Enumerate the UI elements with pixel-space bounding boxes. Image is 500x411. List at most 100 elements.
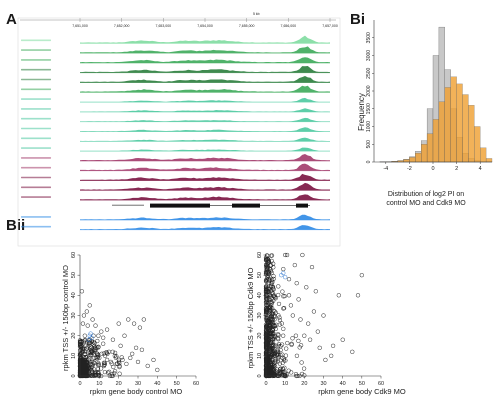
scatter-point [271,336,277,342]
scatter-x-tick-label: 30 [320,381,326,387]
scatter-point [264,277,269,282]
scatter-point [267,341,272,346]
track-label-mark [21,59,51,61]
scatter-y-tick-label: 40 [71,292,77,298]
scatter-point [264,279,269,284]
scatter-point [272,353,277,358]
scatter-point [97,355,102,361]
scatter-point [99,351,104,356]
gene-exon [150,203,210,208]
scatter-point [282,293,287,299]
scatter-point [293,333,299,338]
scatter-point [124,361,129,367]
track-label-mark [21,176,51,179]
browser-frame [17,17,341,247]
scatter-point [289,342,294,347]
scatter-point [84,368,89,373]
coord-label: 7,653,000 [156,24,172,28]
scatter-point [264,267,269,272]
scatter-point [264,354,269,359]
scatter-point [106,369,112,374]
track-label-mark [21,196,51,198]
scatter-point [122,333,127,338]
histogram-y-tick-label: 500 [366,140,372,149]
scatter-point [355,293,361,298]
track-label-mark [21,117,51,120]
scatter-point [269,318,274,323]
histogram-y-tick-label: 3500 [366,32,372,43]
scatter-point [155,367,160,373]
track-signal [80,35,330,44]
coord-label: 7,655,000 [239,24,255,28]
scatter-point [315,329,320,334]
scatter-x-tick-label: 30 [135,381,141,387]
scatter-cdk9-panel: 0 10 20 30 40 50 60 0 10 20 30 40 50 60 rpkm gene bod… [246,252,406,396]
scatter-point [329,353,334,358]
scatter-point [278,347,283,353]
scatter-point [264,351,269,356]
scatter-point [273,326,278,332]
scatter-point [81,313,87,318]
scatter-point [299,360,304,365]
scatter-point [93,323,98,328]
scatter-x-tick-label: 60 [378,381,384,387]
scatter-point [309,264,315,270]
scatter-point [130,351,135,356]
scatter-point [95,351,100,356]
scatter-point [96,363,101,368]
browser-coordinates: 7,651,000 7,652,000 7,653,000 7,654,000 7,65… [72,18,338,28]
scatter-x-tick-label: 60 [193,381,199,387]
track-label-mark [21,78,51,81]
scatter-point [296,338,301,344]
panel-letter-bi: Bi [350,11,365,28]
scatter-point [101,351,107,356]
scatter-point [99,329,104,334]
scatter-point [112,369,118,374]
scatter-point [269,270,274,275]
scatter-y-tick-label: 60 [71,252,77,258]
scatter-point [279,321,284,326]
track-label-mark [21,108,51,110]
scatter-y-tick-label: 30 [257,312,263,318]
scatter-point [88,350,93,355]
track-signal [80,76,330,83]
scatter-point [350,349,355,354]
scatter-point [272,323,277,328]
scatter-point [268,359,273,365]
scatter-point [86,337,91,342]
scatter-point [86,365,91,370]
scatter-point [85,350,91,355]
track-signal [80,154,330,162]
scatter-point [264,297,269,302]
scatter-point [304,285,309,290]
scatter-point [135,359,141,365]
scatter-point [79,289,85,294]
scatter-point [78,360,83,366]
scatter-point [276,301,282,307]
scatter-point [275,356,281,361]
scatter-point [271,265,276,270]
track-label-mark [21,88,51,91]
scatter-y-tick-label: 20 [71,333,77,339]
scatter-point [313,289,318,294]
scatter-point [78,364,83,369]
browser-scale-label: 5 kb [253,12,260,16]
panel-letter-a: A [6,11,17,28]
scatter-x-tick-label: 20 [116,381,122,387]
scatter-point [267,322,272,328]
coord-label: 7,652,000 [114,24,130,28]
scatter-y-tick-label: 60 [257,252,263,258]
scatter-point [102,353,108,358]
coord-label: 7,656,000 [281,24,297,28]
scatter-point [264,317,270,323]
coord-label: 7,654,000 [197,24,213,28]
scatter-point [82,333,87,338]
scatter-point [289,370,294,375]
scatter-point [131,321,137,326]
scatter-point [265,302,270,308]
histogram-y-tick-label: 1500 [366,103,372,114]
scatter-x-tick-label: 0 [78,381,81,387]
scatter-point [116,321,121,326]
histogram-bar [468,105,475,163]
track-signal [80,66,330,73]
